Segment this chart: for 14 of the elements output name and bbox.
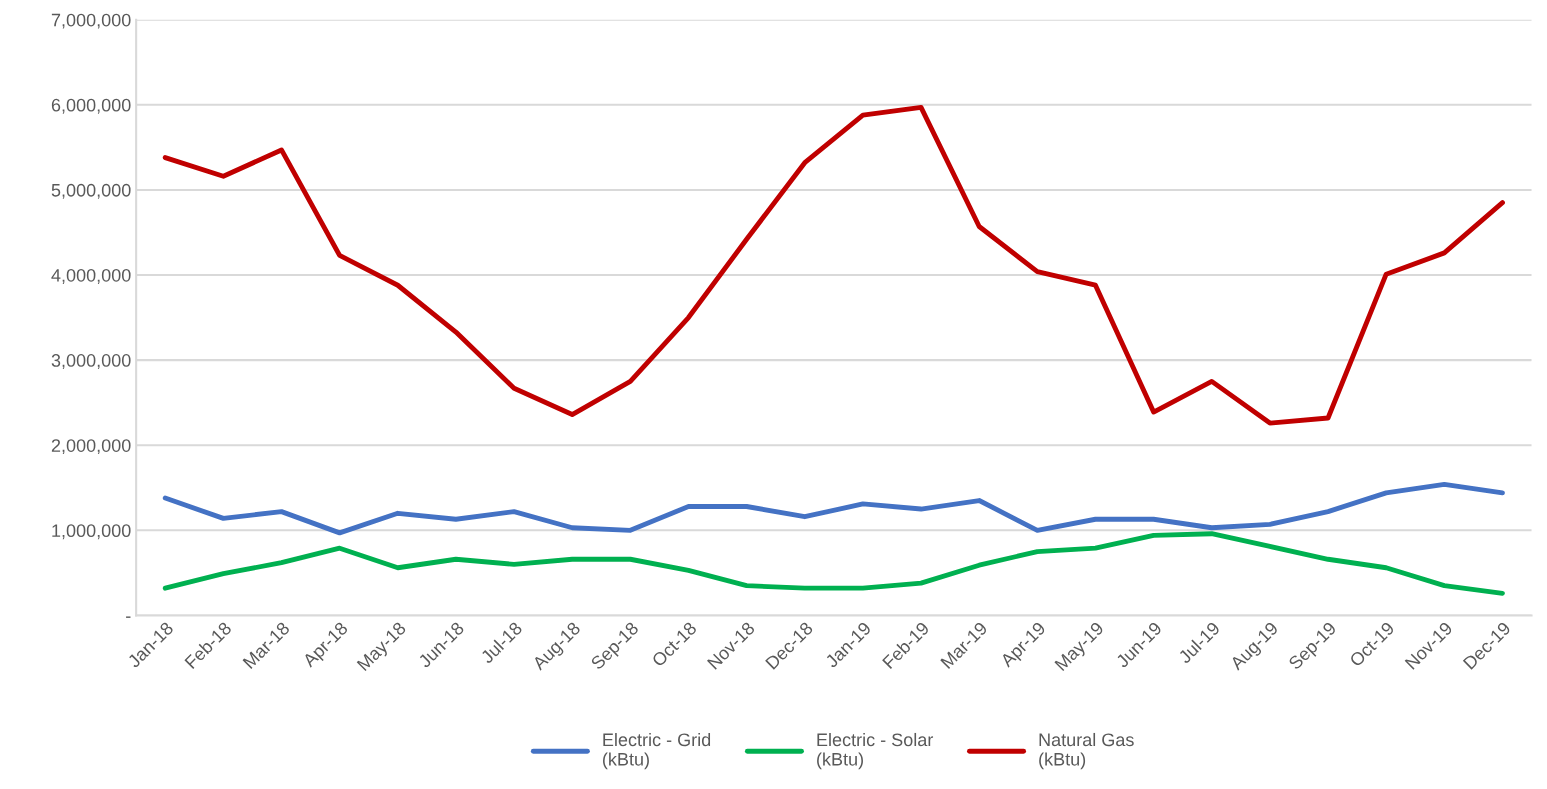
y-tick-label: - xyxy=(126,616,131,618)
y-tick-label: 3,000,000 xyxy=(51,354,131,369)
y-tick-label: 6,000,000 xyxy=(51,98,131,114)
y-tick-label: 4,000,000 xyxy=(51,268,131,284)
y-tick-label: 2,000,000 xyxy=(51,439,131,455)
y-tick-label: 7,000,000 xyxy=(51,13,131,29)
legend-label: Natural Gas (kBtu) xyxy=(1039,732,1134,770)
legend-label: Electric - Grid (kBtu) xyxy=(603,732,711,770)
y-tick-label: 1,000,000 xyxy=(52,524,131,540)
y-tick-label: 5,000,000 xyxy=(51,183,131,199)
line-series xyxy=(162,531,1505,596)
legend-label: Electric - Solar (kBtu) xyxy=(817,732,934,770)
line-series xyxy=(162,104,1505,426)
line-series xyxy=(162,481,1505,536)
